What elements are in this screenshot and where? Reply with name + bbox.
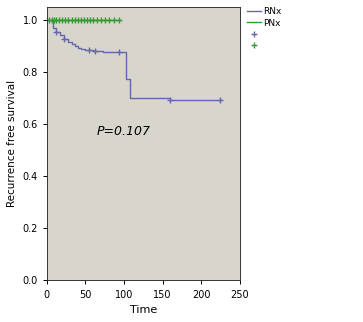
Legend: RNx, PNx, , : RNx, PNx, , <box>246 6 282 51</box>
Y-axis label: Recurrence free survival: Recurrence free survival <box>7 80 17 207</box>
Text: P=0.107: P=0.107 <box>97 125 151 138</box>
X-axis label: Time: Time <box>130 305 157 315</box>
